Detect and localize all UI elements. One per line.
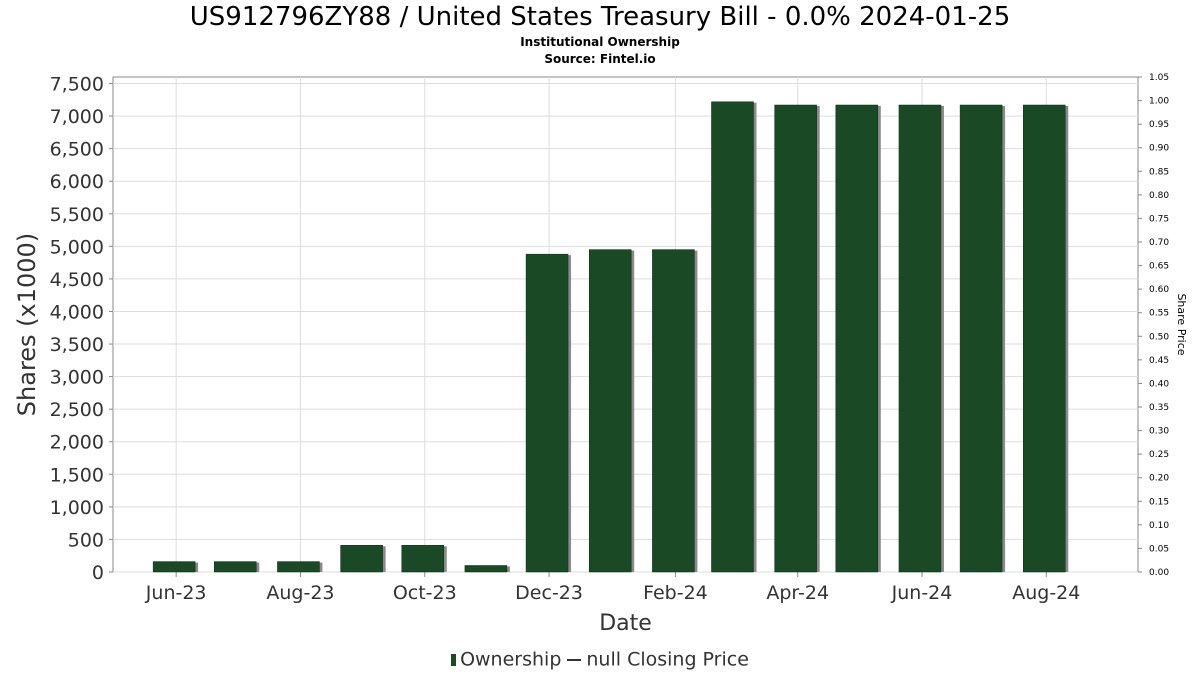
x-tick-label: Aug-24 [1012,582,1080,604]
y2-tick-label: 0.45 [1149,356,1169,366]
chart-title: US912796ZY88 / United States Treasury Bi… [189,2,1011,32]
x-tick-label: Oct-23 [393,582,457,604]
y-tick-label: 1,500 [50,464,104,486]
y2-tick-label: 0.10 [1149,521,1169,531]
ownership-bar [774,104,817,573]
ownership-legend-swatch [451,653,457,666]
ownership-bar [152,561,196,573]
chart-source: Source: Fintel.io [544,52,656,66]
y2-tick-label: 0.90 [1149,144,1169,154]
ownership-bar [340,545,383,573]
ownership-bar [525,253,569,573]
y2-tick-label: 0.60 [1149,285,1169,295]
y-tick-label: 2,500 [50,399,104,421]
y-tick-label: 1,000 [50,497,104,519]
y2-tick-label: 1.00 [1149,97,1169,107]
y2-tick-label: 0.80 [1149,191,1169,201]
ownership-bar [588,249,632,573]
y-tick-label: 0 [92,562,104,584]
y2-tick-label: 0.15 [1149,497,1169,507]
x-tick-label: Jun-24 [891,582,953,604]
ownership-bar [959,104,1003,573]
y-tick-label: 6,000 [50,171,104,193]
y2-tick-label: 0.00 [1149,568,1169,578]
x-tick-label: Aug-23 [266,582,334,604]
y2-tick-label: 0.85 [1149,167,1169,177]
ownership-bar [711,101,754,573]
x-tick-label: Jun-23 [145,582,207,604]
y2-tick-label: 0.75 [1149,214,1169,224]
y2-tick-label: 0.70 [1149,238,1169,248]
y2-axis-title: Share Price [1175,293,1188,355]
y-tick-label: 3,000 [50,367,104,389]
chart-subtitle: Institutional Ownership [520,35,680,49]
y-axis-title: Shares (x1000) [13,233,41,416]
ownership-bar [401,545,444,573]
y2-tick-label: 0.95 [1149,120,1169,130]
y2-tick-label: 1.05 [1149,73,1169,83]
y2-tick-label: 0.05 [1149,544,1169,554]
ownership-bar [898,104,942,573]
price-legend-line [567,658,582,661]
ownership-bar [464,565,508,573]
y-tick-label: 7,000 [50,106,104,128]
chart-legend: Ownership null Closing Price [0,648,1200,671]
ownership-bar [214,561,257,573]
y2-tick-label: 0.35 [1149,403,1169,413]
y-tick-label: 5,000 [50,236,104,258]
x-tick-label: Feb-24 [643,582,708,604]
y2-tick-label: 0.65 [1149,262,1169,272]
ownership-bar [835,104,879,573]
y-tick-label: 500 [68,529,104,551]
y-tick-label: 3,500 [50,334,104,356]
x-tick-label: Apr-24 [766,582,829,604]
x-tick-label: Dec-23 [515,582,583,604]
ownership-bar [1023,104,1066,573]
y2-tick-label: 0.30 [1149,427,1169,437]
y-tick-label: 4,000 [50,301,104,323]
ownership-bar [652,249,695,573]
x-axis-title: Date [599,611,652,636]
y2-tick-label: 0.50 [1149,332,1169,342]
y2-tick-label: 0.25 [1149,450,1169,460]
y-tick-label: 7,500 [50,74,104,96]
y2-tick-label: 0.55 [1149,309,1169,319]
y-tick-label: 6,500 [50,139,104,161]
ownership-bar [277,561,320,573]
price-legend-label: null Closing Price [586,648,749,671]
ownership-legend-label: Ownership [460,648,562,671]
y-tick-label: 5,500 [50,204,104,226]
y2-tick-label: 0.40 [1149,379,1169,389]
y-tick-label: 2,000 [50,432,104,454]
y-tick-label: 4,500 [50,269,104,291]
y2-tick-label: 0.20 [1149,474,1169,484]
